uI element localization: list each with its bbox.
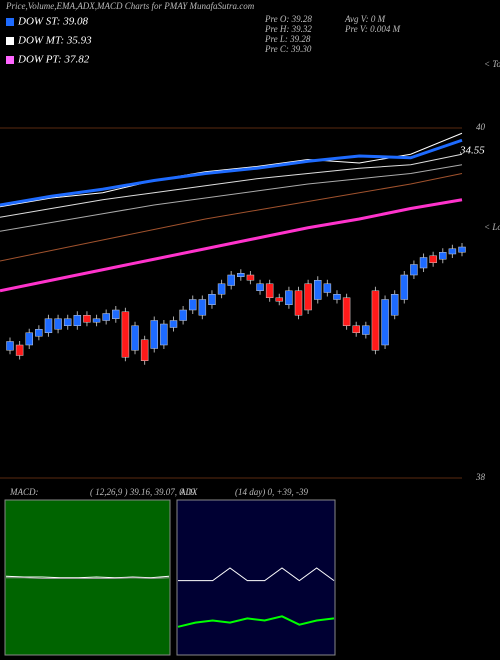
adx-line [178, 567, 335, 582]
candle [208, 294, 216, 305]
candle [35, 329, 43, 337]
annotation: 34.55 [459, 144, 485, 156]
candle [54, 318, 62, 330]
candle [362, 325, 370, 335]
candle [323, 283, 332, 293]
ema-line [0, 173, 463, 262]
candle [275, 297, 284, 302]
legend-label: DOW ST: 39.08 [17, 16, 88, 28]
candle [429, 255, 437, 263]
candle [73, 315, 82, 326]
macd-title: MACD: [9, 487, 39, 497]
candle [102, 313, 110, 321]
candle [410, 264, 418, 276]
y-tick-label: 38 [475, 472, 486, 482]
candle [25, 332, 33, 346]
adx-panel [176, 499, 336, 656]
candle [169, 320, 178, 328]
stat: Pre O: 39.28 [264, 14, 312, 24]
ema-line [0, 138, 463, 207]
candle [63, 318, 72, 326]
stat: Pre C: 39.30 [264, 44, 312, 54]
candle [198, 299, 207, 316]
candle [400, 274, 409, 300]
candle [313, 280, 322, 300]
macd-params: ( 12,26,9 ) 39.16, 39.07, 0.09 [90, 487, 195, 497]
legend-swatch [6, 18, 14, 26]
ema-line [0, 153, 463, 218]
adx-line [177, 615, 335, 628]
candle [150, 320, 159, 349]
candle [227, 274, 235, 286]
adx-title: ADX [179, 487, 198, 497]
candle [381, 299, 389, 346]
macd-line [5, 575, 170, 579]
candle [458, 246, 466, 253]
candle [131, 325, 139, 351]
candle [188, 299, 197, 311]
page-title: Price,Volume,EMA,ADX,MACD Charts for PMA… [5, 1, 255, 11]
candle [294, 290, 303, 316]
stat: Avg V: 0 M [344, 14, 386, 24]
legend-label: DOW PT: 37.82 [17, 54, 90, 66]
candle [333, 294, 341, 300]
candle [439, 252, 447, 260]
ema-line [0, 132, 463, 208]
stat: Pre L: 39.28 [264, 34, 311, 44]
ema-line [0, 164, 463, 232]
candle [140, 339, 149, 361]
candle [15, 344, 24, 356]
candle [285, 290, 293, 305]
annotation: < Tops [484, 59, 500, 69]
candle [92, 318, 101, 323]
legend-swatch [6, 37, 14, 45]
legend-label: DOW MT: 35.93 [17, 35, 92, 47]
candle [179, 309, 187, 321]
ema-line [0, 198, 463, 293]
candle [419, 257, 428, 269]
candle [371, 290, 380, 351]
candle [44, 318, 53, 333]
candle [6, 341, 14, 351]
candle [448, 248, 457, 255]
annotation: < Lows [484, 222, 500, 232]
candle [390, 294, 399, 316]
macd-line [6, 577, 170, 580]
stat: Pre H: 39.32 [264, 24, 312, 34]
candle [246, 274, 255, 281]
candle [121, 311, 130, 358]
candle [352, 325, 360, 333]
candle [265, 283, 274, 298]
candle [342, 297, 351, 326]
candle [237, 273, 245, 277]
adx-params: (14 day) 0, +39, -39 [235, 487, 309, 497]
y-tick-label: 40 [476, 122, 486, 132]
candle [160, 323, 168, 346]
candle [217, 283, 226, 295]
candle [112, 309, 120, 319]
candle [256, 283, 264, 291]
candle [304, 283, 312, 311]
candle [83, 315, 91, 323]
legend-swatch [6, 56, 14, 64]
stat: Pre V: 0.004 M [344, 24, 401, 34]
